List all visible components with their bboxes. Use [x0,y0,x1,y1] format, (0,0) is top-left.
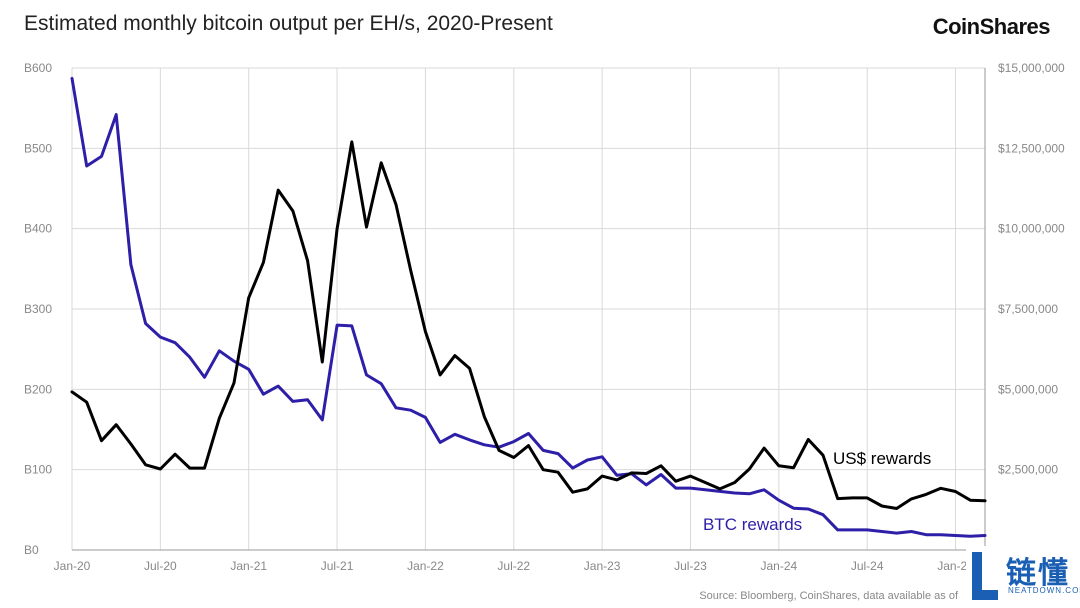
x-tick-label: Jan-20 [54,559,91,573]
left-tick-label: B100 [24,463,52,477]
chart-title: Estimated monthly bitcoin output per EH/… [24,12,553,35]
x-tick-label: Jan-25 [937,559,974,573]
watermark-text: 链懂 [1006,557,1070,590]
x-tick-label: Jul-24 [851,559,884,573]
x-tick-label: Jan-23 [584,559,621,573]
left-tick-label: B600 [24,61,52,75]
x-tick-label: Jan-22 [407,559,444,573]
x-axis-labels: Jan-20 Jul-20 Jan-21 Jul-21 Jan-22 Jul-22 Jan-… [54,559,975,573]
left-tick-label: B200 [24,382,52,396]
x-tick-label: Jan-24 [760,559,797,573]
x-tick-label: Jul-23 [674,559,707,573]
x-tick-label: Jul-22 [497,559,530,573]
x-tick-label: Jul-21 [321,559,354,573]
series-label-btc: BTC rewards [703,515,802,534]
grid-lines [71,67,986,551]
left-tick-label: B0 [24,543,39,557]
right-tick-label: $10,000,000 [998,222,1065,236]
brand-logo: CoinShares [932,14,1051,39]
source-note: Source: Bloomberg, CoinShares, data avai… [699,590,958,602]
btc-rewards-line [70,76,987,538]
right-tick-label: $12,500,000 [998,141,1065,155]
watermark-subtext: NEATDOWN.COM [1008,586,1080,595]
series-label-usd: US$ rewards [833,449,931,468]
left-tick-label: B400 [24,222,52,236]
usd-rewards-line [70,140,987,510]
left-axis-labels: B0 B100 B200 B300 B400 B500 B600 [24,61,52,557]
right-tick-label: $5,000,000 [998,382,1058,396]
watermark-logo-icon [972,552,998,600]
left-tick-label: B300 [24,302,52,316]
right-tick-label: $15,000,000 [998,61,1065,75]
watermark: 链懂 NEATDOWN.COM [966,546,1080,606]
right-axis-labels: $2,500,000 $5,000,000 $7,500,000 $10,000,00… [998,61,1065,477]
right-tick-label: $2,500,000 [998,463,1058,477]
left-tick-label: B500 [24,141,52,155]
right-tick-label: $7,500,000 [998,302,1058,316]
x-tick-label: Jul-20 [144,559,177,573]
x-tick-label: Jan-21 [230,559,267,573]
series-lines [70,76,987,538]
